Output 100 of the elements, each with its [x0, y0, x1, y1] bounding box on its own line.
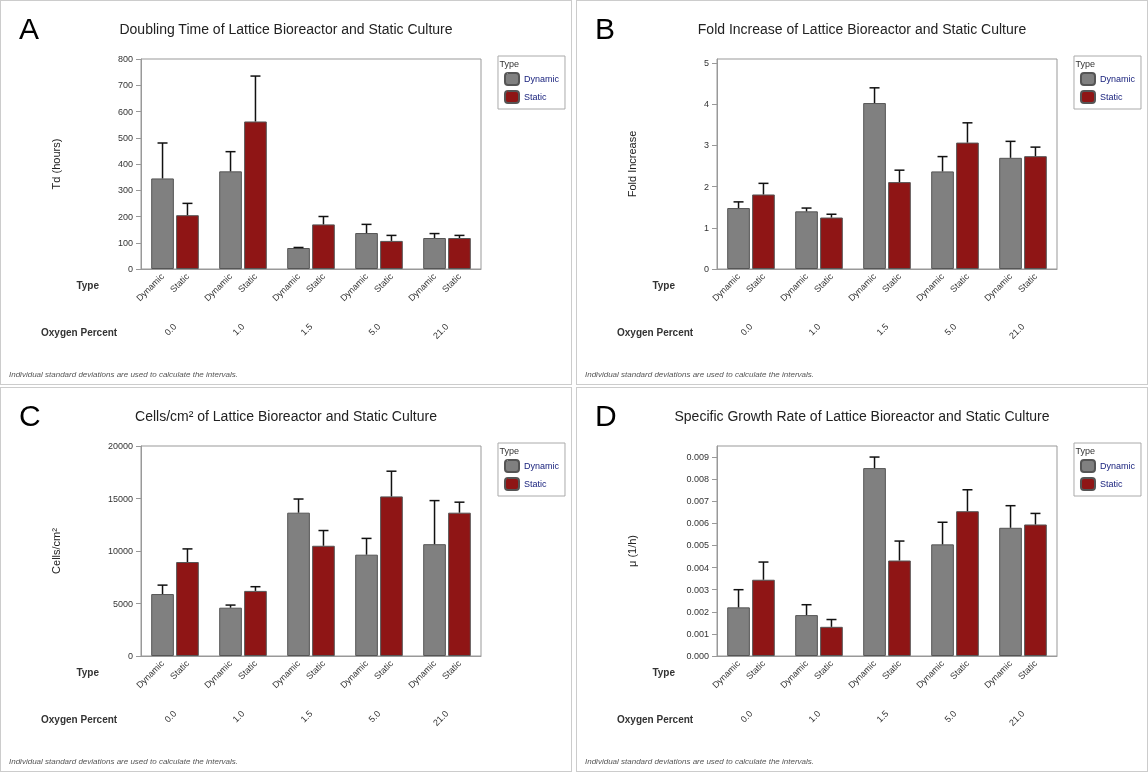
y-tick-label: 20000 — [107, 441, 133, 451]
y-tick-label: 2 — [703, 181, 709, 192]
y-axis-title: μ (1/h) — [625, 534, 638, 568]
x-tick-label: 21.0 — [431, 321, 451, 341]
bar — [355, 554, 378, 656]
bar — [752, 579, 775, 656]
bar — [312, 545, 335, 656]
y-tick-label: 0.009 — [686, 452, 709, 463]
chart-title: Specific Growth Rate of Lattice Bioreactor and Static Culture — [674, 408, 1050, 424]
bar — [176, 562, 199, 656]
legend-label: Static — [1099, 479, 1123, 489]
y-tick-label: 0 — [127, 651, 133, 661]
y-tick-label: 0.007 — [686, 496, 709, 507]
legend-label: Static — [523, 92, 547, 102]
bar — [244, 590, 267, 656]
y-tick-label: 800 — [117, 54, 133, 64]
x-axis-title: Oxygen Percent — [41, 326, 118, 338]
bar — [795, 211, 818, 269]
y-tick-label: 0.008 — [686, 474, 709, 485]
x-tick-label: 0.0 — [738, 708, 755, 725]
bar — [727, 208, 750, 269]
legend-label: Dynamic — [523, 461, 560, 471]
y-tick-label: 0.005 — [686, 540, 709, 551]
x-tick-label: 1.5 — [298, 708, 315, 725]
legend-label: Dynamic — [523, 74, 560, 84]
text: Individual standard deviations are used to calculate the intervals. — [585, 756, 815, 766]
y-tick-label: 3 — [703, 140, 709, 151]
bar — [219, 607, 242, 656]
y-tick-label: 0.006 — [686, 518, 709, 529]
legend-title: Type — [499, 445, 519, 456]
legend-label: Dynamic — [1099, 461, 1136, 471]
y-tick-label: 400 — [117, 159, 133, 169]
bar — [380, 496, 403, 656]
y-tick-label: 0.001 — [686, 628, 709, 639]
text: B — [595, 11, 616, 45]
x-tick-label: 5.0 — [942, 708, 959, 725]
text: Type — [652, 666, 676, 678]
y-tick-label: 0.004 — [686, 562, 709, 573]
bar — [244, 121, 267, 269]
bar — [888, 560, 911, 656]
text: Individual standard deviations are used to calculate the intervals. — [9, 756, 239, 766]
x-axis-title: Oxygen Percent — [617, 713, 694, 725]
y-tick-label: 0.003 — [686, 584, 709, 595]
x-tick-label: 0.0 — [162, 708, 179, 725]
bar — [287, 512, 310, 656]
bar — [355, 233, 378, 269]
text: C — [19, 398, 41, 432]
y-tick-label: 0.002 — [686, 606, 709, 617]
legend-title: Type — [1075, 58, 1095, 69]
bar — [1024, 524, 1047, 656]
y-axis-title: Cells/cm² — [49, 527, 62, 574]
bar — [956, 511, 979, 656]
bar — [1024, 156, 1047, 269]
x-tick-label: 21.0 — [431, 708, 451, 728]
legend-label: Static — [523, 479, 547, 489]
chart-title: Cells/cm² of Lattice Bioreactor and Static Culture — [135, 408, 438, 424]
x-tick-label: 5.0 — [942, 321, 959, 338]
y-tick-label: 5000 — [112, 598, 133, 609]
x-tick-label: 1.0 — [806, 321, 823, 338]
x-tick-label: 1.0 — [230, 321, 247, 338]
text: Type — [652, 279, 676, 291]
bar — [820, 626, 843, 656]
x-tick-label: 21.0 — [1007, 708, 1027, 728]
bar — [312, 224, 335, 269]
x-tick-label: 1.5 — [874, 708, 891, 725]
chart-title: Doubling Time of Lattice Bioreactor and Static Culture — [119, 21, 453, 37]
legend-label: Static — [1099, 92, 1123, 102]
text: D — [595, 398, 617, 432]
x-tick-label: 0.0 — [162, 321, 179, 338]
bar — [931, 171, 954, 269]
bar — [151, 594, 174, 656]
y-tick-label: 0 — [703, 264, 709, 274]
x-tick-label: 1.0 — [806, 708, 823, 725]
bar — [380, 240, 403, 269]
bar — [956, 142, 979, 269]
legend-title: Type — [499, 58, 519, 69]
y-tick-label: 1 — [703, 222, 709, 233]
y-tick-label: 500 — [117, 132, 133, 143]
y-tick-label: 200 — [117, 211, 133, 222]
y-tick-label: 0 — [127, 264, 133, 274]
text: Type — [76, 279, 100, 291]
legend-title: Type — [1075, 445, 1095, 456]
chart-title: Fold Increase of Lattice Bioreactor and Static Culture — [697, 21, 1027, 37]
y-tick-label: 700 — [117, 80, 133, 91]
y-tick-label: 100 — [117, 237, 133, 248]
bar — [287, 248, 310, 269]
x-tick-label: 0.0 — [738, 321, 755, 338]
x-axis-title: Oxygen Percent — [617, 326, 694, 338]
bar — [448, 238, 471, 269]
x-tick-label: 1.5 — [298, 321, 315, 338]
x-tick-label: 5.0 — [366, 321, 383, 338]
y-tick-label: 600 — [117, 106, 133, 117]
bar — [423, 544, 446, 656]
x-axis-title: Oxygen Percent — [41, 713, 118, 725]
bar — [727, 607, 750, 656]
bar — [888, 182, 911, 269]
x-tick-label: 21.0 — [1007, 321, 1027, 341]
y-tick-label: 300 — [117, 185, 133, 196]
bar — [448, 512, 471, 656]
bar — [219, 171, 242, 269]
